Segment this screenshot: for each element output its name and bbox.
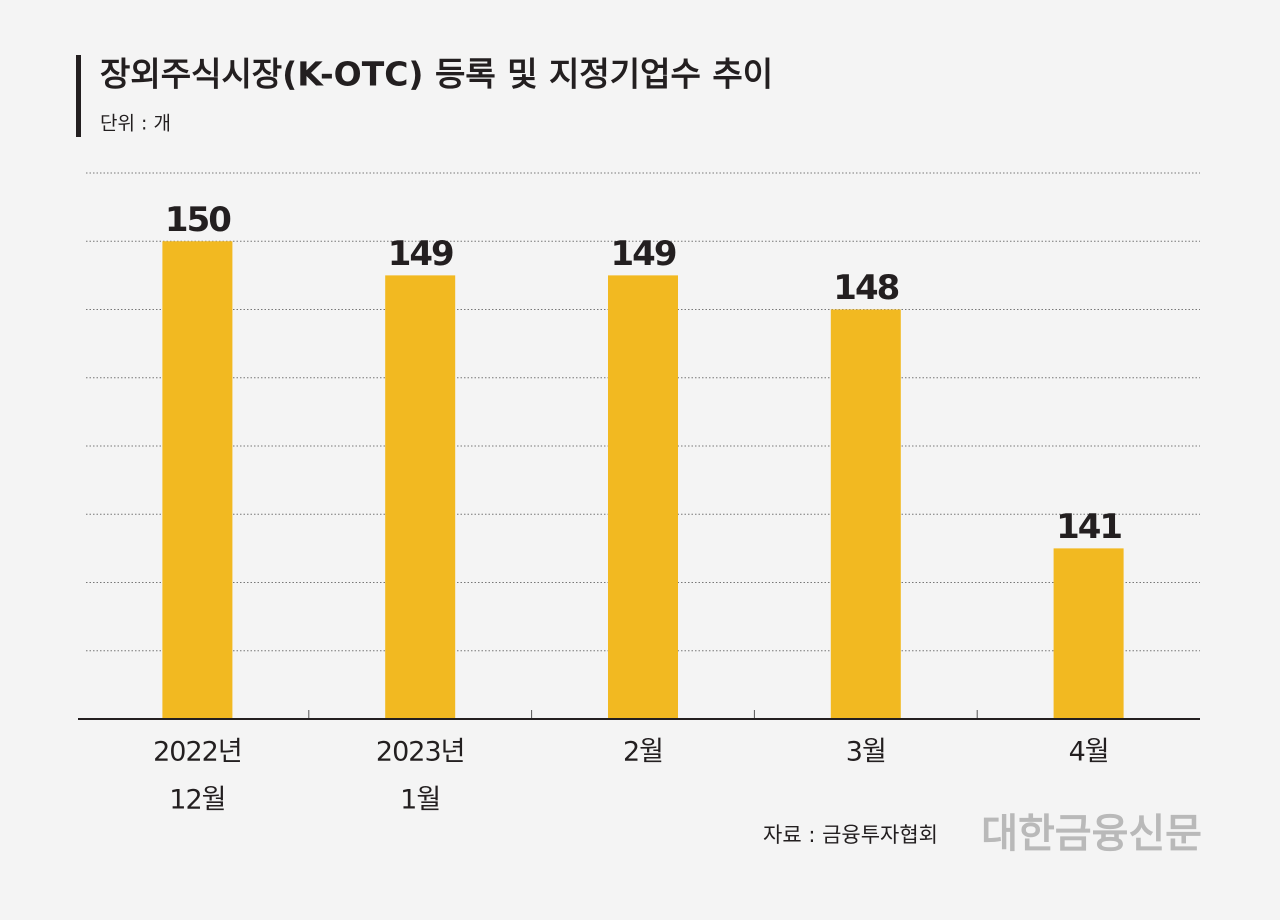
bar xyxy=(830,309,901,719)
x-tick-label: 1월 xyxy=(400,785,440,816)
chart-subtitle: 단위 : 개 xyxy=(100,113,171,135)
x-tick-label: 2022년 xyxy=(153,737,242,768)
x-tick-label: 2023년 xyxy=(376,737,465,768)
value-label: 149 xyxy=(388,234,453,274)
bar xyxy=(162,241,233,719)
bar xyxy=(608,275,678,719)
x-tick-label: 3월 xyxy=(846,737,886,768)
x-tick-label: 4월 xyxy=(1069,737,1109,768)
x-tick-label: 12월 xyxy=(169,785,225,816)
chart-title: 장외주식시장(K-OTC) 등록 및 지정기업수 추이 xyxy=(100,55,773,94)
bar xyxy=(1053,548,1124,719)
logo: 대한금융신문 xyxy=(981,811,1202,857)
value-label: 148 xyxy=(833,268,898,308)
value-label: 141 xyxy=(1056,507,1121,547)
bar xyxy=(385,275,456,719)
value-label: 150 xyxy=(165,200,231,240)
x-tick-label: 2월 xyxy=(623,737,663,768)
source: 자료 : 금융투자협회 xyxy=(763,823,938,847)
value-label: 149 xyxy=(611,234,676,274)
title-accent xyxy=(76,55,81,137)
